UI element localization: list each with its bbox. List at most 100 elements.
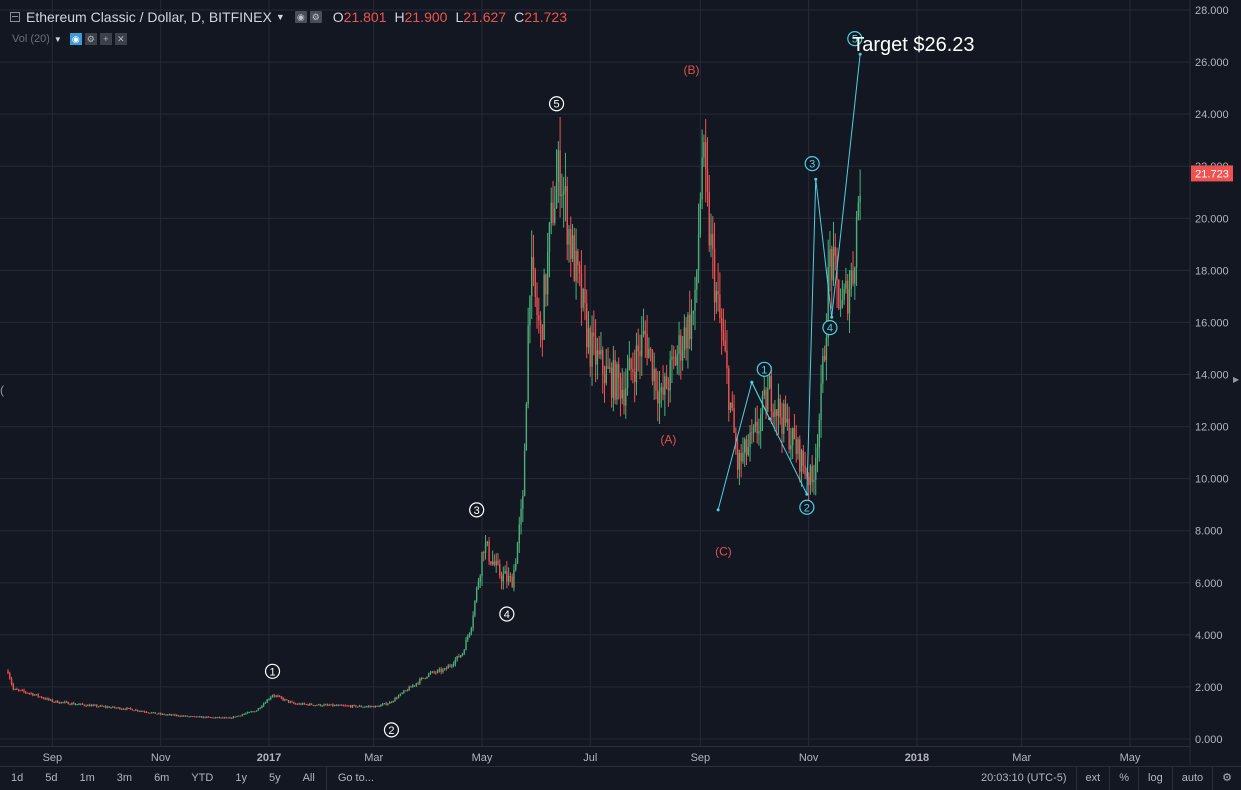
plus-icon[interactable]: + bbox=[99, 33, 112, 45]
wave-label-circle bbox=[799, 499, 815, 515]
goto-button[interactable]: Go to... bbox=[325, 767, 385, 790]
collapse-icon[interactable] bbox=[10, 12, 20, 22]
timeframe-3m[interactable]: 3m bbox=[116, 772, 133, 784]
gear-icon[interactable]: ⚙ bbox=[309, 11, 322, 23]
candle-body bbox=[852, 270, 854, 284]
candle-body bbox=[353, 705, 355, 707]
candle-body bbox=[289, 701, 291, 703]
candle-body bbox=[683, 327, 686, 351]
candle-body bbox=[488, 541, 490, 562]
candle-body bbox=[541, 325, 544, 340]
candle-body bbox=[649, 348, 652, 351]
candles bbox=[7, 117, 861, 719]
chevron-down-icon[interactable]: ▼ bbox=[53, 34, 62, 44]
time-axis: Sep Nov 2017 Mar May Jul Sep Nov 2018 Mar May bbox=[43, 752, 1141, 764]
timeframe-1d[interactable]: 1d bbox=[11, 772, 24, 784]
timeframe-5y[interactable]: 5y bbox=[268, 772, 281, 784]
clock-time[interactable]: 20:03:10 (UTC-5) bbox=[980, 772, 1067, 784]
candle-body bbox=[823, 355, 826, 361]
candle-body bbox=[846, 280, 849, 314]
bottom-right-controls: 20:03:10 (UTC-5) ext % log auto ⚙ bbox=[972, 767, 1241, 790]
candle-body bbox=[768, 376, 771, 389]
candle-body bbox=[783, 403, 785, 434]
timeframe-6m[interactable]: 6m bbox=[154, 772, 170, 784]
candle-body bbox=[775, 409, 778, 416]
price-tick-label: 18.000 bbox=[1195, 265, 1229, 277]
time-tick-label: Sep bbox=[691, 752, 711, 764]
log-toggle[interactable]: log bbox=[1138, 767, 1172, 790]
gear-icon[interactable]: ⚙ bbox=[1212, 767, 1241, 790]
candle-body bbox=[429, 672, 432, 674]
candle-body bbox=[250, 711, 252, 713]
candle-body bbox=[85, 705, 87, 707]
chevron-down-icon[interactable]: ▼ bbox=[275, 12, 285, 22]
candle-body bbox=[197, 716, 199, 718]
correction-label: (B) bbox=[683, 63, 699, 77]
candle-body bbox=[518, 524, 520, 544]
timeframe-ytd[interactable]: YTD bbox=[191, 772, 214, 784]
ext-toggle[interactable]: ext bbox=[1075, 767, 1110, 790]
right-panel-handle-icon[interactable]: ▶ bbox=[1233, 375, 1240, 384]
candle-body bbox=[531, 257, 533, 297]
percent-toggle[interactable]: % bbox=[1109, 767, 1138, 790]
candle-body bbox=[270, 697, 272, 700]
candle-body bbox=[587, 328, 590, 348]
auto-toggle[interactable]: auto bbox=[1171, 767, 1212, 790]
candle-body bbox=[561, 194, 563, 197]
candle-body bbox=[522, 495, 524, 509]
candle-body bbox=[811, 466, 813, 483]
left-panel-handle-icon[interactable]: ( bbox=[0, 383, 4, 397]
candle-body bbox=[200, 716, 203, 718]
candle-body bbox=[35, 694, 38, 696]
candle-body bbox=[328, 705, 331, 707]
candle-body bbox=[602, 349, 604, 374]
symbol-title[interactable]: Ethereum Classic / Dollar, D, BITFINEX bbox=[26, 9, 272, 25]
candle-body bbox=[474, 600, 476, 616]
candle-body bbox=[818, 420, 820, 448]
candle-body bbox=[378, 706, 380, 708]
candle-body bbox=[291, 701, 293, 703]
candle-body bbox=[564, 186, 567, 192]
candle-body bbox=[321, 705, 323, 707]
timeframe-all[interactable]: All bbox=[302, 772, 315, 784]
candle-body bbox=[733, 407, 735, 433]
timeframe-1m[interactable]: 1m bbox=[79, 772, 95, 784]
chart-grid bbox=[0, 0, 1190, 746]
candle-body bbox=[747, 447, 749, 455]
timeframe-1y[interactable]: 1y bbox=[235, 772, 247, 784]
candle-body bbox=[557, 150, 560, 182]
candle-body bbox=[351, 705, 354, 708]
candle-body bbox=[225, 717, 228, 719]
gear-icon[interactable]: ⚙ bbox=[84, 33, 97, 45]
candle-body bbox=[293, 702, 295, 704]
wave-lines bbox=[716, 52, 862, 512]
candle-body bbox=[658, 391, 661, 404]
candle-body bbox=[296, 703, 299, 705]
candle-body bbox=[740, 453, 742, 462]
wave-point bbox=[716, 508, 720, 512]
candle-body bbox=[342, 705, 345, 707]
candle-body bbox=[795, 439, 797, 454]
candle-body bbox=[793, 428, 796, 440]
timeframe-5d[interactable]: 5d bbox=[45, 772, 58, 784]
wave-label: 1 bbox=[269, 666, 275, 678]
candle-body bbox=[641, 334, 643, 357]
close-icon[interactable]: ✕ bbox=[114, 33, 127, 45]
candle-body bbox=[21, 690, 23, 692]
eye-icon[interactable]: ◉ bbox=[294, 11, 307, 23]
candle-body bbox=[720, 318, 723, 332]
candle-body bbox=[589, 328, 591, 367]
candle-body bbox=[571, 235, 574, 259]
eye-icon[interactable]: ◉ bbox=[69, 33, 82, 45]
low-label: L bbox=[455, 9, 464, 25]
candle-body bbox=[357, 706, 359, 708]
candle-body bbox=[664, 376, 666, 395]
candle-body bbox=[367, 706, 370, 708]
volume-label[interactable]: Vol (20) bbox=[12, 33, 50, 45]
candle-body bbox=[543, 274, 545, 340]
price-tick-label: 0.000 bbox=[1195, 734, 1223, 746]
candle-body bbox=[580, 272, 583, 308]
candle-body bbox=[520, 508, 522, 525]
candle-body bbox=[857, 202, 860, 217]
